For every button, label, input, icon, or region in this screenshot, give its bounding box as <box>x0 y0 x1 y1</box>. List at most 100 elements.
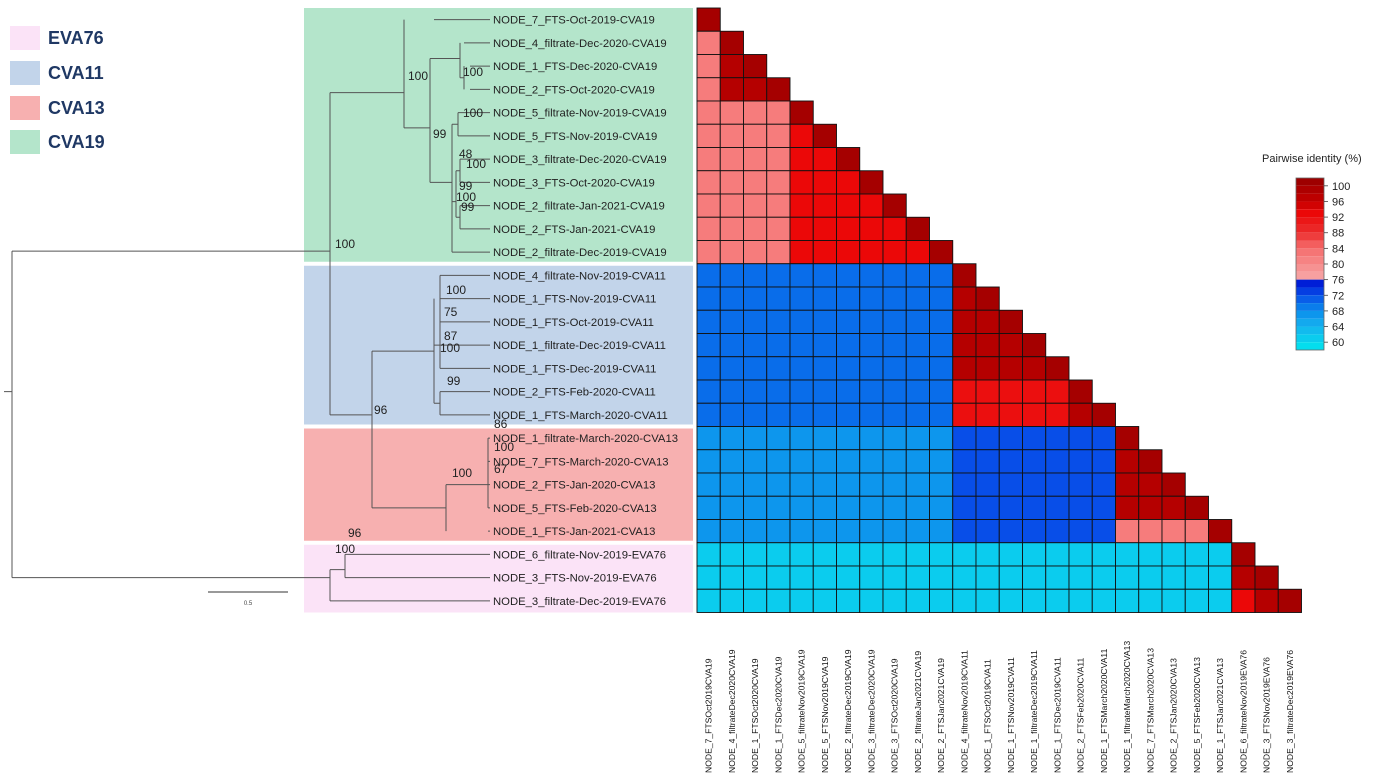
legend-label: EVA76 <box>48 27 104 48</box>
heatmap-cell <box>719 495 744 520</box>
bootstrap-value: 99 <box>447 374 461 388</box>
heatmap-cell <box>1184 565 1209 590</box>
heatmap-cell <box>1231 542 1256 567</box>
heatmap-cell <box>766 565 791 590</box>
heatmap-cell <box>766 77 791 102</box>
colorbar-segment <box>1296 232 1324 241</box>
heatmap-cell <box>719 309 744 334</box>
heatmap-cell <box>929 565 954 590</box>
heatmap-cell <box>696 123 721 148</box>
heatmap-cell <box>1138 542 1163 567</box>
heatmap-cell <box>1091 449 1116 474</box>
colorbar-tick-label: 76 <box>1332 275 1344 287</box>
heatmap-cell <box>975 379 1000 404</box>
heatmap-cell <box>812 495 837 520</box>
heatmap-cell <box>929 449 954 474</box>
pairwise-identity-heatmap <box>696 7 1302 613</box>
colorbar-tick-label: 92 <box>1332 212 1344 224</box>
heatmap-cell <box>789 495 814 520</box>
heatmap-cell <box>1022 542 1047 567</box>
heatmap-cell <box>719 30 744 55</box>
colorbar-segment <box>1296 279 1324 288</box>
heatmap-cell <box>743 263 768 288</box>
legend-label: CVA19 <box>48 131 105 152</box>
heatmap-cell <box>1161 472 1186 497</box>
heatmap-cell <box>1045 495 1070 520</box>
identity-colorbar: Pairwise identity (%) 100 96 92 88 84 80 76 72 68… <box>1262 153 1362 351</box>
heatmap-cell <box>1068 402 1093 427</box>
heatmap-column-label: NODE_2_filtrateDec2019CVA19 <box>843 649 853 773</box>
leaf-label: NODE_4_filtrate-Dec-2020-CVA19 <box>493 38 667 50</box>
leaf-label: NODE_3_filtrate-Dec-2019-EVA76 <box>493 596 666 608</box>
heatmap-cell <box>789 240 814 265</box>
heatmap-cell <box>743 472 768 497</box>
heatmap-column-label: NODE_2_FTSJan2021CVA19 <box>936 658 946 773</box>
heatmap-cell <box>1022 588 1047 613</box>
leaf-label: NODE_2_FTS-Oct-2020-CVA19 <box>493 84 655 96</box>
heatmap-cell <box>905 472 930 497</box>
heatmap-cell <box>905 426 930 451</box>
clade-band-cva19 <box>304 8 693 262</box>
heatmap-cell <box>905 356 930 381</box>
heatmap-cell <box>998 379 1023 404</box>
bootstrap-value: 100 <box>494 440 514 454</box>
heatmap-column-label: NODE_2_FTSJan2020CVA13 <box>1169 658 1179 773</box>
heatmap-cell <box>719 426 744 451</box>
heatmap-cell <box>905 286 930 311</box>
heatmap-cell <box>766 356 791 381</box>
heatmap-cell <box>952 309 977 334</box>
heatmap-cell <box>998 402 1023 427</box>
heatmap-column-label: NODE_5_FTSFeb2020CVA13 <box>1192 657 1202 773</box>
heatmap-cell <box>905 379 930 404</box>
colorbar-tick-label: 80 <box>1332 259 1344 271</box>
heatmap-cell <box>743 193 768 218</box>
bootstrap-value: 100 <box>456 190 476 204</box>
heatmap-cell <box>696 495 721 520</box>
heatmap-cell <box>905 333 930 358</box>
heatmap-cell <box>743 379 768 404</box>
heatmap-cell <box>952 426 977 451</box>
bootstrap-value: 99 <box>433 127 447 141</box>
heatmap-cell <box>789 170 814 195</box>
colorbar-segment <box>1296 185 1324 194</box>
heatmap-cell <box>929 495 954 520</box>
heatmap-cell <box>1208 588 1233 613</box>
heatmap-cell <box>859 286 884 311</box>
heatmap-cell <box>905 542 930 567</box>
heatmap-cell <box>812 240 837 265</box>
heatmap-cell <box>812 216 837 241</box>
heatmap-cell <box>859 588 884 613</box>
heatmap-cell <box>836 356 861 381</box>
heatmap-cell <box>952 542 977 567</box>
heatmap-cell <box>836 495 861 520</box>
legend-swatch <box>10 26 40 50</box>
heatmap-cell <box>1022 519 1047 544</box>
leaf-label: NODE_2_filtrate-Jan-2021-CVA19 <box>493 201 665 213</box>
heatmap-cell <box>789 519 814 544</box>
heatmap-cell <box>719 240 744 265</box>
bootstrap-value: 100 <box>408 69 428 83</box>
heatmap-cell <box>812 356 837 381</box>
colorbar-segment <box>1296 310 1324 319</box>
bootstrap-value: 100 <box>335 542 355 556</box>
heatmap-cell <box>696 286 721 311</box>
heatmap-cell <box>696 7 721 32</box>
colorbar-tick-label: 68 <box>1332 306 1344 318</box>
heatmap-cell <box>696 519 721 544</box>
heatmap-cell <box>859 495 884 520</box>
heatmap-column-label: NODE_7_FTSMarch2020CVA13 <box>1145 648 1155 773</box>
bootstrap-value: 100 <box>446 283 466 297</box>
heatmap-cell <box>719 286 744 311</box>
heatmap-cell <box>1161 565 1186 590</box>
leaf-label: NODE_1_FTS-Oct-2019-CVA11 <box>493 317 654 329</box>
heatmap-cell <box>743 123 768 148</box>
heatmap-cell <box>836 379 861 404</box>
heatmap-cell <box>766 449 791 474</box>
heatmap-column-label: NODE_7_FTSOct2019CVA19 <box>704 658 714 773</box>
heatmap-cell <box>1022 495 1047 520</box>
heatmap-column-label: NODE_1_FTSNov2019CVA11 <box>1006 657 1016 773</box>
colorbar-tick-label: 60 <box>1332 337 1344 349</box>
colorbar-segment <box>1296 334 1324 343</box>
heatmap-cell <box>789 100 814 125</box>
heatmap-cell <box>719 216 744 241</box>
